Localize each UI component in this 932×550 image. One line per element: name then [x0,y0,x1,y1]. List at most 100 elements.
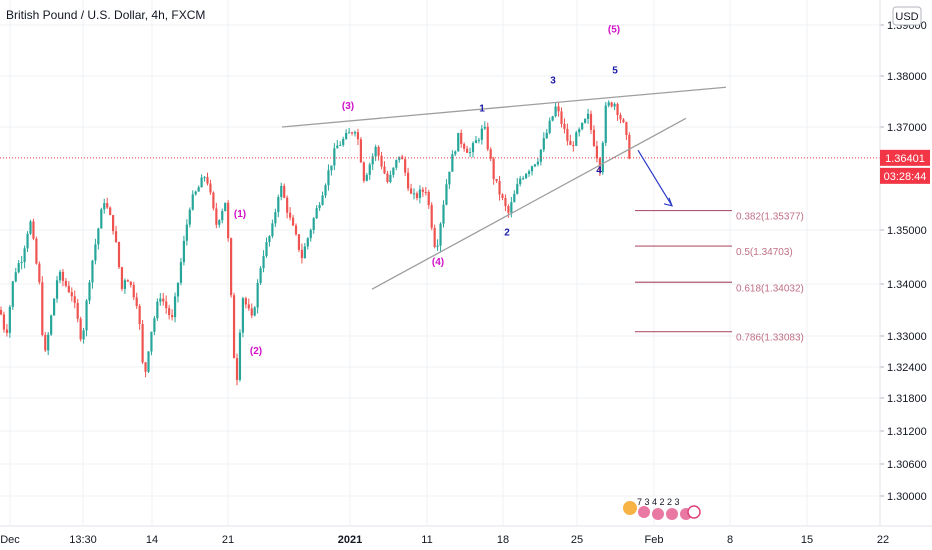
candle [262,250,265,273]
fib-level-label: 0.786(1.33083) [736,333,804,344]
candle [253,306,256,317]
economic-events[interactable]: 7 3 4 2 2 3 [623,497,701,520]
candle [156,298,159,321]
upper-trendline [281,86,727,128]
candle [197,185,200,192]
candle [53,298,56,316]
candle [616,102,619,121]
candle [595,140,598,163]
candle [159,292,162,306]
candle [530,165,534,176]
candle [218,219,221,228]
candle [244,296,247,309]
candle [215,202,218,229]
minor-wave-label: 3 [550,76,556,87]
candle [132,281,135,300]
candle [194,190,197,196]
candle [35,236,38,265]
price-tick-label: 1.31800 [887,393,927,405]
candle [569,134,572,146]
candle [330,165,333,176]
candle [85,298,88,337]
candle [70,287,73,302]
currency-button[interactable]: USD [892,6,922,26]
candle [460,129,463,148]
candle [129,281,132,288]
candle [445,179,448,206]
candle [191,190,194,211]
candle [442,200,445,228]
candle [23,245,26,269]
candle [271,219,274,239]
candle [232,292,236,359]
candle [26,231,29,252]
candle [480,124,483,145]
candle [433,224,436,249]
candle [120,266,124,292]
candle [289,207,292,221]
price-tick-label: 1.35000 [887,225,927,237]
candle [206,172,209,186]
candle [516,177,519,195]
candle [168,305,171,320]
candle [586,108,590,124]
candle [383,161,386,175]
candle [436,239,439,251]
candle [498,175,501,201]
candle [297,233,301,253]
candle [141,320,144,365]
candle [572,141,575,152]
candle [150,331,153,356]
candle [551,115,554,122]
candle [504,194,507,212]
candle [454,150,457,157]
candle [468,147,472,158]
minor-wave-label: 5 [612,65,618,76]
candle [123,278,126,294]
candle [601,140,604,175]
price-tick-label: 1.34000 [887,279,927,291]
candle [625,121,628,141]
time-tick-label: 22 [877,534,889,546]
candle [409,183,413,195]
candle [457,132,460,152]
current-price-tag: 1.36401 [880,149,930,166]
candle [554,102,557,118]
candle [389,170,392,184]
candles [0,100,631,386]
candle [536,158,539,167]
candle [486,122,489,152]
major-wave-label: (4) [432,257,444,268]
candle [336,139,339,149]
candle [55,275,59,303]
candle [162,292,165,306]
candle [333,143,336,171]
candle [365,172,368,182]
candle [76,298,79,323]
candle [324,183,327,199]
candle [392,167,395,178]
price-axis[interactable]: 1.390001.380001.370001.350001.340001.330… [879,0,932,526]
time-tick-label: 2021 [338,534,362,546]
time-axis[interactable]: Dec 13:30 14 21 2021 11 18 25 Feb 8 15 22 [0,525,932,546]
candle [286,195,289,219]
candle [495,179,498,183]
candle [439,222,442,252]
candle [97,227,100,250]
candle [238,329,242,382]
candle [362,161,365,183]
candle [29,219,32,235]
candle [368,162,371,180]
candle [209,179,212,195]
candle [212,191,215,211]
candle [578,127,581,137]
candle [424,186,427,196]
candle [200,174,203,188]
candle [466,145,469,153]
candle [173,292,177,323]
candle [339,141,342,146]
candle [138,303,141,330]
candle [2,311,6,333]
candle [312,216,315,234]
